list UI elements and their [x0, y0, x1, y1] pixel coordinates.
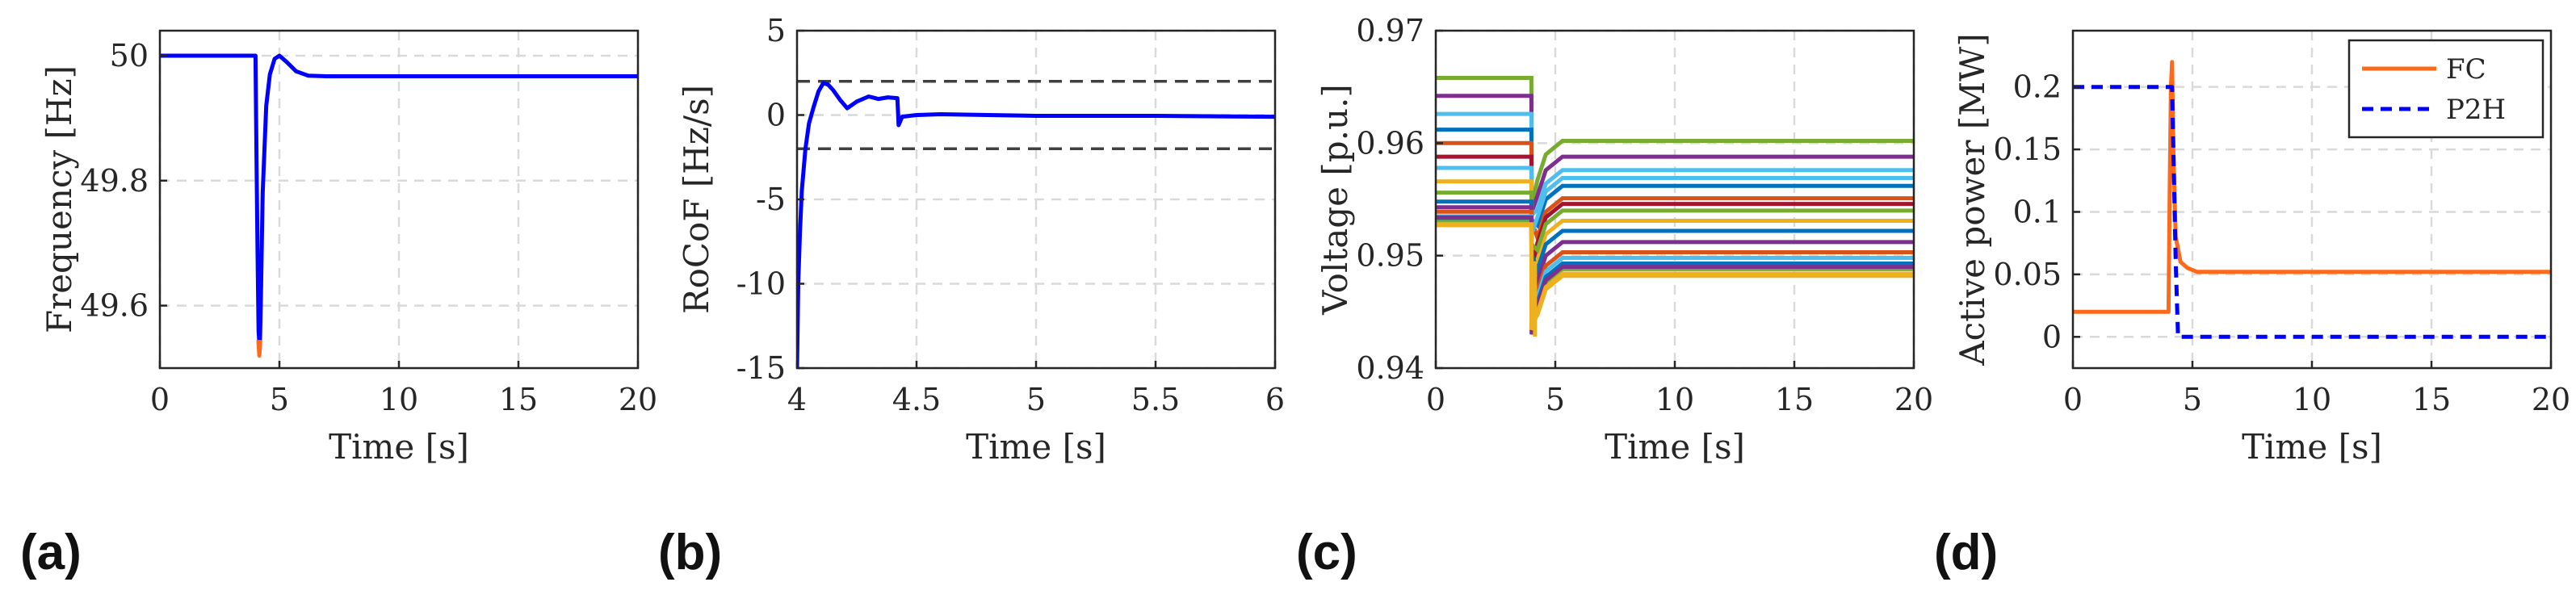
x-tick-label: 5.5 [1131, 382, 1180, 417]
y-tick-label: -15 [736, 350, 786, 386]
panel-label-b: (b) [658, 525, 722, 580]
y-tick-label: 50 [110, 38, 149, 73]
chart-b: 4 4.5 5 5.5 6 -15 -10 -5 0 5 Time [s] RoCoF [Hz/s] [677, 13, 1285, 467]
bus-voltage-line-9 [1436, 191, 1914, 254]
y-tick-label: 0 [2042, 319, 2062, 354]
legend-label-p2h: P2H [2446, 94, 2506, 126]
bus-voltage-line-6 [1436, 154, 1914, 272]
x-axis-label: Time [s] [329, 427, 469, 467]
x-tick-label: 10 [1655, 382, 1694, 417]
bus-voltage-line-10 [1436, 199, 1914, 277]
series-line-frequency [160, 53, 638, 352]
x-tick-label: 4 [787, 382, 807, 417]
panel-label-c: (c) [1296, 525, 1357, 580]
x-tick-label: 5 [1546, 382, 1565, 417]
x-axis-label: Time [s] [2242, 427, 2382, 467]
bus-voltage-line-7 [1436, 165, 1914, 236]
x-tick-label: 5 [1026, 382, 1046, 417]
x-tick-label: 4.5 [892, 382, 941, 417]
x-tick-label: 5 [270, 382, 289, 417]
x-axis-label: Time [s] [966, 427, 1106, 467]
y-tick-label: -10 [736, 266, 786, 302]
y-tick-label: 49.6 [80, 288, 149, 324]
series-line-frequency-nadir [256, 340, 262, 358]
x-tick-label: 6 [1265, 382, 1285, 417]
x-tick-label: 20 [2532, 382, 2570, 417]
bus-voltage-line-1 [1436, 76, 1914, 209]
bus-voltage-line-11 [1436, 205, 1914, 310]
x-tick-label: 20 [1894, 382, 1933, 417]
chart-a: 0 5 10 15 20 49.6 49.8 50 Time [s] Frequency [Hz] [40, 29, 657, 467]
bus-voltage-line-8 [1436, 179, 1914, 271]
chart-d: 0 5 10 15 20 0 0.05 0.1 0.15 0.2 Time [s] Active po… [1953, 29, 2570, 467]
series-line-rocof [797, 81, 1275, 368]
bus-voltage-line-4 [1436, 128, 1914, 229]
x-tick-label: 0 [150, 382, 170, 417]
y-tick-label: 0.97 [1356, 13, 1424, 48]
y-axis-label: RoCoF [Hz/s] [677, 85, 716, 314]
y-tick-label: 5 [766, 13, 786, 48]
bus-voltage-line-16 [1436, 215, 1914, 335]
y-axis-label: Frequency [Hz] [40, 65, 79, 333]
y-tick-label: 0.2 [2013, 69, 2062, 105]
y-tick-label: -5 [756, 182, 786, 217]
panel-label-a: (a) [20, 525, 82, 580]
x-axis-label: Time [s] [1605, 427, 1745, 467]
y-tick-label: 0.96 [1356, 125, 1424, 161]
x-tick-label: 0 [2063, 382, 2083, 417]
y-tick-label: 49.8 [80, 163, 149, 199]
y-tick-label: 0.05 [1993, 257, 2062, 292]
x-tick-label: 20 [619, 382, 657, 417]
y-tick-label: 0 [766, 98, 786, 133]
x-tick-label: 15 [499, 382, 538, 417]
y-tick-label: 0.95 [1356, 238, 1424, 274]
chart-c: 0 5 10 15 20 0.94 0.95 0.96 0.97 Time [s] Voltage … [1315, 13, 1933, 467]
y-tick-label: 0.1 [2013, 194, 2062, 229]
y-axis-label: Active power [MW] [1953, 33, 1992, 366]
x-tick-label: 10 [380, 382, 418, 417]
x-tick-label: 15 [2412, 382, 2451, 417]
bus-voltage-line-2 [1436, 94, 1914, 214]
y-tick-label: 0.94 [1356, 350, 1424, 386]
legend-box [2347, 39, 2545, 139]
x-tick-label: 10 [2293, 382, 2331, 417]
axes-box [158, 29, 640, 370]
bus-voltage-line-3 [1436, 111, 1914, 220]
legend-label-fc: FC [2446, 53, 2486, 86]
y-tick-label: 0.15 [1993, 132, 2062, 167]
x-tick-label: 15 [1775, 382, 1814, 417]
panel-label-d: (d) [1934, 525, 1998, 580]
x-tick-label: 0 [1426, 382, 1445, 417]
series-line-p2h [2073, 85, 2551, 339]
bus-voltage-line-18 [1436, 223, 1914, 326]
x-tick-label: 5 [2183, 382, 2202, 417]
y-axis-label: Voltage [p.u.] [1315, 84, 1355, 316]
legend: FC P2H [2347, 39, 2545, 139]
